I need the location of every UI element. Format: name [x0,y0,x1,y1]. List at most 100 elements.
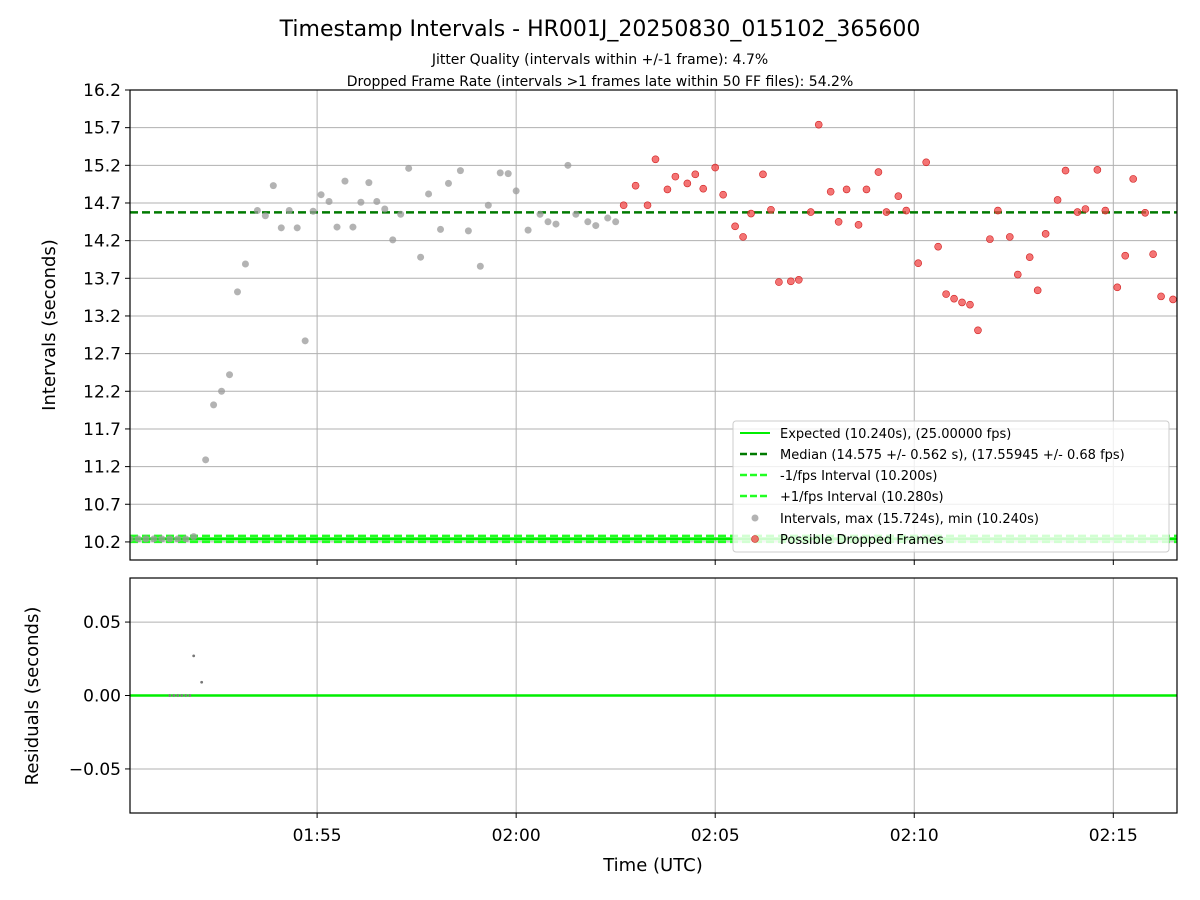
dropped-frame-point-47 [1073,208,1082,216]
dropped-frame-point-36 [966,300,974,309]
intervals-y-ticks: 10.2 10.7 11.2 11.7 12.2 12.7 13.2 13.7 14.2 14.7… [83,81,130,553]
x-tick-label-3: 02:10 [890,826,939,846]
interval-point-46 [612,218,620,226]
dropped-frame-point-21 [826,187,835,196]
legend-intervals-swatch [751,514,759,522]
interval-point-12 [301,337,309,345]
residuals-plot-area [130,654,1177,697]
residual-point-2 [176,694,180,697]
dropped-frame-point-18 [795,276,803,284]
min-interval-point-5 [166,535,174,543]
legend-expected-label: Expected (10.240s), (25.00000 fps) [780,427,1011,442]
interval-point-31 [464,227,472,235]
dropped-frame-point-49 [1093,166,1102,174]
dropped-frame-rate-subtitle: Dropped Frame Rate (intervals >1 frames … [347,74,854,90]
legend-dropped-swatch [751,535,759,543]
interval-point-42 [572,210,580,218]
min-interval-point-0 [130,535,134,543]
interval-point-15 [325,197,333,205]
intervals-y-tick-label-11: 15.7 [83,119,121,139]
dropped-frame-point-29 [902,206,911,215]
residual-point-7 [200,680,204,684]
interval-point-40 [552,220,560,228]
interval-point-22 [381,205,389,213]
residual-point-4 [184,694,188,697]
intervals-y-tick-label-6: 13.2 [83,307,121,327]
interval-point-25 [405,164,413,172]
intervals-y-tick-label-4: 12.2 [83,382,121,402]
intervals-y-axis-label: Intervals (seconds) [39,239,60,411]
residuals-y-axis-label: Residuals (seconds) [22,607,43,786]
interval-point-32 [476,262,484,270]
interval-point-4 [233,288,241,296]
dropped-frame-point-35 [958,298,966,307]
min-interval-point-1 [134,535,142,543]
interval-point-21 [373,197,381,205]
dropped-frame-point-40 [1005,233,1014,241]
dropped-frame-point-6 [683,179,692,188]
dropped-frame-point-7 [691,170,700,179]
dropped-frame-point-0 [619,201,628,210]
dropped-frame-point-12 [739,233,747,241]
legend-box [732,420,1170,553]
dropped-frame-point-25 [862,185,871,194]
dropped-frame-point-33 [942,290,950,298]
dropped-frame-point-2 [643,201,652,210]
dropped-frame-point-41 [1013,270,1022,279]
dropped-frame-point-54 [1141,208,1149,217]
interval-point-20 [365,179,373,187]
residuals-y-tick-label-0: −0.05 [69,760,121,780]
dropped-frame-point-31 [922,158,930,167]
intervals-x-ticks [316,560,1114,565]
interval-point-6 [253,207,261,215]
residual-point-3 [180,694,184,697]
intervals-plot: 10.2 10.7 11.2 11.7 12.2 12.7 13.2 13.7 14.2 14.7… [39,81,1178,565]
min-interval-point-8 [190,533,198,541]
interval-point-1 [210,401,218,409]
interval-point-39 [544,218,552,226]
legend-median-label: Median (14.575 +/- 0.562 s), (17.55945 +… [780,448,1125,463]
residual-point-6 [192,654,196,658]
interval-point-16 [333,223,341,231]
dropped-frame-point-34 [950,294,958,303]
x-tick-label-1: 02:00 [492,826,541,846]
dropped-frame-point-56 [1157,292,1165,301]
interval-point-0 [202,456,210,464]
dropped-frame-point-51 [1113,283,1122,292]
interval-point-14 [317,191,325,199]
interval-point-10 [285,207,293,215]
dropped-frame-point-38 [986,235,994,243]
interval-point-38 [536,210,544,218]
dropped-frame-point-17 [787,277,795,286]
interval-point-13 [309,207,317,215]
dropped-frame-point-26 [874,168,883,176]
dropped-frame-point-20 [814,120,823,129]
dropped-frame-point-3 [651,155,660,164]
min-interval-point-4 [158,535,166,543]
residuals-x-ticks: 01:55 02:00 02:05 02:10 02:15 [293,813,1138,846]
interval-point-17 [341,177,349,185]
dropped-frame-point-52 [1121,251,1130,260]
intervals-y-tick-label-9: 14.7 [83,194,121,214]
interval-point-3 [226,371,234,379]
interval-point-23 [389,236,397,244]
dropped-frame-point-16 [775,278,783,286]
x-axis-label: Time (UTC) [602,855,703,876]
interval-point-45 [604,214,612,222]
interval-point-33 [484,201,492,209]
dropped-frame-point-13 [747,209,755,218]
interval-point-5 [241,260,249,268]
dropped-frame-point-24 [854,221,863,229]
intervals-plot-area [130,120,1177,544]
dropped-frame-point-30 [914,259,923,268]
interval-point-8 [269,182,277,190]
dropped-frame-point-23 [842,185,851,194]
interval-point-27 [425,190,433,198]
x-tick-label-2: 02:05 [691,826,740,846]
intervals-y-tick-label-12: 16.2 [83,81,121,101]
residuals-plot: −0.050.000.05 01:55 02:00 02:05 02:10 02:15 … [22,577,1178,876]
x-tick-label-4: 02:15 [1089,826,1138,846]
residual-point-0 [168,694,172,697]
jitter-quality-subtitle: Jitter Quality (intervals within +/-1 fr… [431,52,768,68]
